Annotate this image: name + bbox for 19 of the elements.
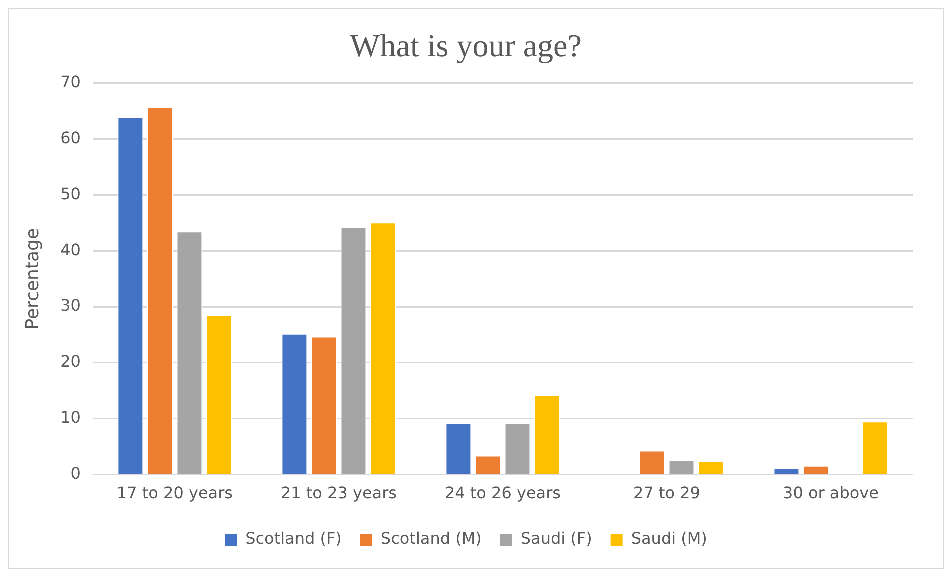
y-tick-label: 70 [60, 72, 81, 92]
x-tick-label: 21 to 23 years [280, 484, 398, 503]
y-tick-label: 40 [60, 240, 81, 260]
y-tick-label: 10 [60, 408, 81, 428]
legend-label: Scotland (F) [246, 529, 342, 548]
y-tick-label: 20 [60, 352, 81, 372]
legend-label: Scotland (M) [380, 529, 482, 548]
x-tick-label: 30 or above [783, 484, 879, 503]
y-tick-label: 0 [70, 464, 81, 483]
chart-title: What is your age? [350, 28, 582, 64]
x-tick-label: 27 to 29 [634, 484, 700, 503]
y-axis-title: Percentage [22, 228, 44, 330]
legend-label: Saudi (M) [631, 529, 708, 548]
legend-label: Saudi (F) [520, 529, 592, 548]
y-tick-label: 60 [60, 128, 81, 148]
x-tick-label: 24 to 26 years [444, 484, 562, 503]
y-tick-label: 50 [60, 184, 81, 204]
y-tick-label: 30 [60, 296, 81, 316]
x-tick-label: 17 to 20 years [116, 484, 234, 503]
